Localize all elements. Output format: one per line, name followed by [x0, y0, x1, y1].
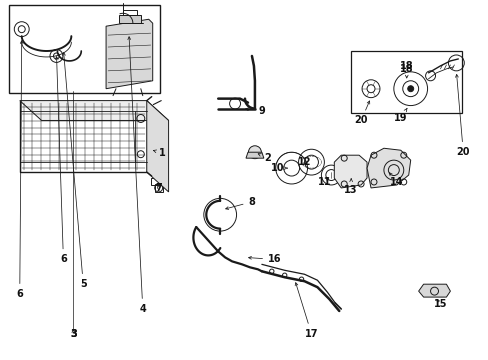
- Text: 4: 4: [127, 37, 146, 314]
- Text: 1: 1: [153, 148, 165, 158]
- Text: 6: 6: [16, 41, 23, 299]
- Text: 7: 7: [155, 183, 162, 193]
- Text: 12: 12: [297, 157, 311, 167]
- Text: 10: 10: [270, 163, 287, 173]
- Polygon shape: [20, 100, 168, 121]
- Text: 18: 18: [399, 64, 413, 78]
- Polygon shape: [418, 284, 449, 297]
- Text: 8: 8: [225, 197, 255, 210]
- Bar: [20, 100, 146, 172]
- Text: 20: 20: [455, 75, 469, 157]
- Polygon shape: [334, 155, 366, 188]
- Text: 16: 16: [248, 255, 281, 264]
- Polygon shape: [245, 152, 264, 158]
- Polygon shape: [106, 19, 152, 89]
- Text: 9: 9: [245, 105, 264, 116]
- Polygon shape: [113, 29, 136, 39]
- Text: 2: 2: [258, 153, 271, 163]
- Text: 19: 19: [393, 108, 407, 123]
- Text: 11: 11: [317, 177, 330, 187]
- Text: 5: 5: [62, 53, 86, 289]
- Bar: [350, 51, 461, 113]
- Text: 6: 6: [55, 57, 67, 264]
- Bar: [122, 10, 137, 15]
- Bar: [154, 184, 163, 192]
- Text: 15: 15: [433, 299, 447, 309]
- Text: 14: 14: [388, 173, 403, 187]
- Polygon shape: [366, 148, 410, 188]
- Text: 17: 17: [295, 283, 318, 339]
- Bar: [119, 15, 141, 23]
- Text: 13: 13: [344, 179, 357, 195]
- Circle shape: [248, 146, 261, 159]
- Text: 3: 3: [70, 329, 77, 339]
- Bar: [9, 5, 160, 93]
- Circle shape: [407, 86, 413, 92]
- Polygon shape: [146, 100, 168, 192]
- Bar: [150, 178, 166, 185]
- Text: 18: 18: [399, 61, 413, 71]
- Text: 3: 3: [70, 329, 77, 339]
- Text: 20: 20: [354, 101, 369, 126]
